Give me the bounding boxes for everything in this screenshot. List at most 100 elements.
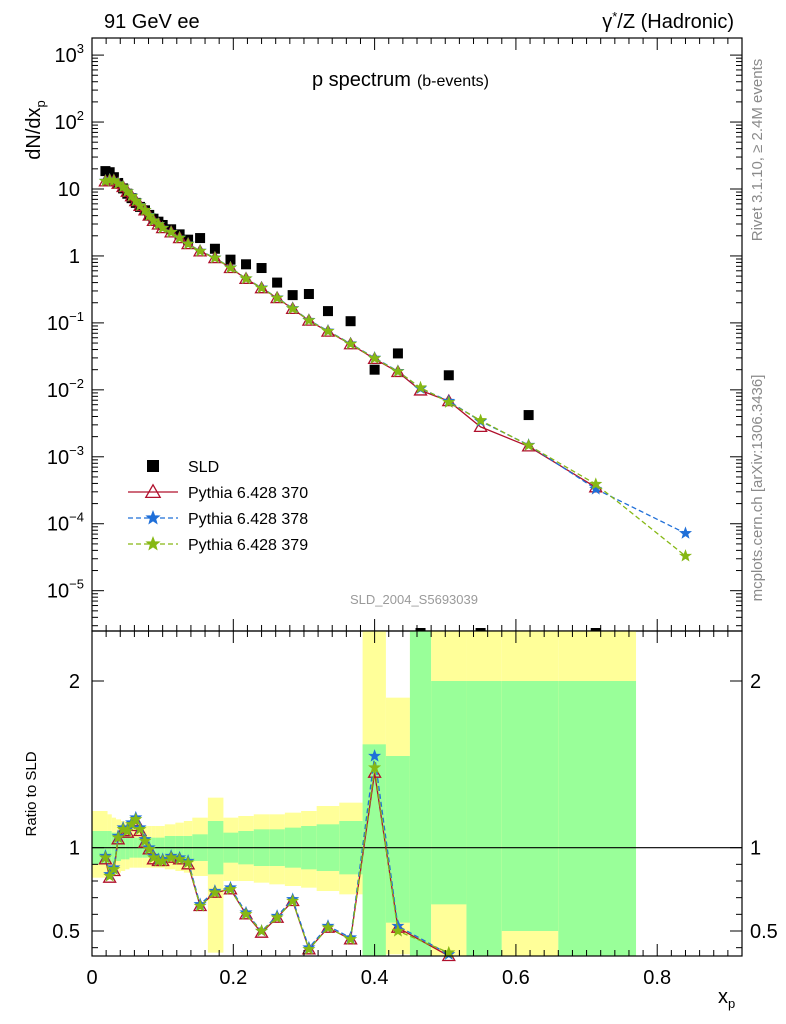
tick-base: 10 xyxy=(47,581,69,603)
data-point xyxy=(442,395,456,408)
y-tick-label: 10 xyxy=(58,179,80,201)
chart-title-main: p spectrum xyxy=(312,69,411,91)
data-point xyxy=(225,254,236,265)
legend-marker xyxy=(144,483,162,499)
uncertainty-band-green xyxy=(501,681,559,931)
legend-label: SLD xyxy=(188,459,219,476)
legend-entry: Pythia 6.428 378 xyxy=(128,509,308,528)
data-point xyxy=(272,277,283,288)
ratio-point xyxy=(254,925,269,938)
y-tick-label: 10−3 xyxy=(47,443,84,469)
ratio-point xyxy=(125,817,139,830)
data-point xyxy=(208,251,222,264)
mcplots-text: mcplots.cern.ch [arXiv:1306.3436] xyxy=(749,375,766,602)
data-point xyxy=(125,189,139,202)
data-point xyxy=(287,290,298,301)
uncertainty-band-green xyxy=(385,756,410,923)
ratio-xlabel-main: x xyxy=(718,986,728,1008)
header-left: 91 GeV ee xyxy=(104,11,200,33)
data-point xyxy=(303,289,314,300)
y-tick-label: 1 xyxy=(69,246,80,268)
tick-base: 10 xyxy=(47,313,69,335)
y-tick-label-right: 0.5 xyxy=(750,921,778,943)
uncertainty-band-green xyxy=(466,681,502,956)
data-point xyxy=(322,306,333,317)
ratio-point xyxy=(133,822,147,835)
tick-exp: −3 xyxy=(69,443,84,458)
main-ylabel-sub: p xyxy=(33,100,48,107)
legend-label: Pythia 6.428 370 xyxy=(188,485,308,502)
tick-exp: −1 xyxy=(69,309,84,324)
data-point xyxy=(345,316,356,327)
uncertainty-band-yellow xyxy=(207,797,224,953)
ratio-point xyxy=(138,834,152,847)
data-point xyxy=(164,225,178,238)
legend-label: Pythia 6.428 379 xyxy=(188,537,308,554)
y-tick-label: 10−2 xyxy=(47,376,84,402)
ratio-point xyxy=(98,850,112,864)
ratio-point xyxy=(368,760,382,774)
x-tick-label: 0.6 xyxy=(502,967,530,989)
ratio-point xyxy=(146,850,161,864)
data-point xyxy=(678,526,693,539)
data-point xyxy=(142,208,156,222)
tick-exp: −4 xyxy=(69,510,84,525)
ratio-series xyxy=(98,749,456,962)
data-point xyxy=(255,281,269,294)
ratio-point xyxy=(255,924,269,937)
y-tick-label: 102 xyxy=(55,108,84,134)
x-tick-label: 0.8 xyxy=(643,967,671,989)
data-point xyxy=(678,549,693,562)
ratio-point xyxy=(193,899,207,912)
data-point xyxy=(239,271,253,285)
ratio-point xyxy=(321,920,335,934)
y-tick-label: 0.5 xyxy=(52,921,80,943)
data-point xyxy=(369,364,380,375)
uncertainty-band-green xyxy=(558,681,637,956)
data-point xyxy=(173,231,187,244)
ratio-point xyxy=(344,932,358,945)
ratio-bands xyxy=(92,631,742,956)
tick-base: 10 xyxy=(47,447,69,469)
tick-base: 10 xyxy=(47,514,69,536)
data-point xyxy=(181,237,195,250)
ratio-point xyxy=(286,894,300,907)
ratio-point xyxy=(111,830,125,844)
legend-label: Pythia 6.428 378 xyxy=(188,511,308,528)
x-tick-label: 0.2 xyxy=(219,967,247,989)
y-tick-label: 2 xyxy=(69,671,80,693)
data-point xyxy=(413,380,428,394)
tick-exp: −2 xyxy=(69,376,84,391)
data-point xyxy=(391,364,405,377)
header-right: γ*/Z (Hadronic) xyxy=(602,9,734,33)
y-tick-label: 10−5 xyxy=(47,577,84,603)
ratio-point xyxy=(156,854,170,867)
ratio-point xyxy=(107,862,121,875)
y-tick-label: 103 xyxy=(55,41,84,67)
data-point xyxy=(256,263,267,274)
data-point xyxy=(195,233,206,244)
uncertainty-band-green xyxy=(409,631,432,956)
header-right-rest: /Z (Hadronic) xyxy=(617,11,734,33)
x-tick-label: 0.4 xyxy=(361,967,389,989)
ratio-point xyxy=(270,910,284,924)
ratio-point xyxy=(223,882,238,895)
legend-marker xyxy=(145,509,161,525)
x-tick-label: 0 xyxy=(86,967,97,989)
chart-title: p spectrum (b-events) xyxy=(312,69,489,91)
ratio-xlabel-sub: p xyxy=(728,996,735,1011)
data-point xyxy=(302,313,316,326)
data-point xyxy=(193,244,207,257)
data-point xyxy=(138,203,152,216)
header-right-star: * xyxy=(612,9,617,24)
main-ylabel: dN/dxp xyxy=(23,100,48,159)
ratio-ylabel: Ratio to SLD xyxy=(23,751,40,836)
ratio-point xyxy=(302,942,316,955)
data-point xyxy=(241,259,252,270)
ratio-point xyxy=(173,852,187,865)
data-point xyxy=(321,324,335,337)
data-point xyxy=(223,260,238,274)
